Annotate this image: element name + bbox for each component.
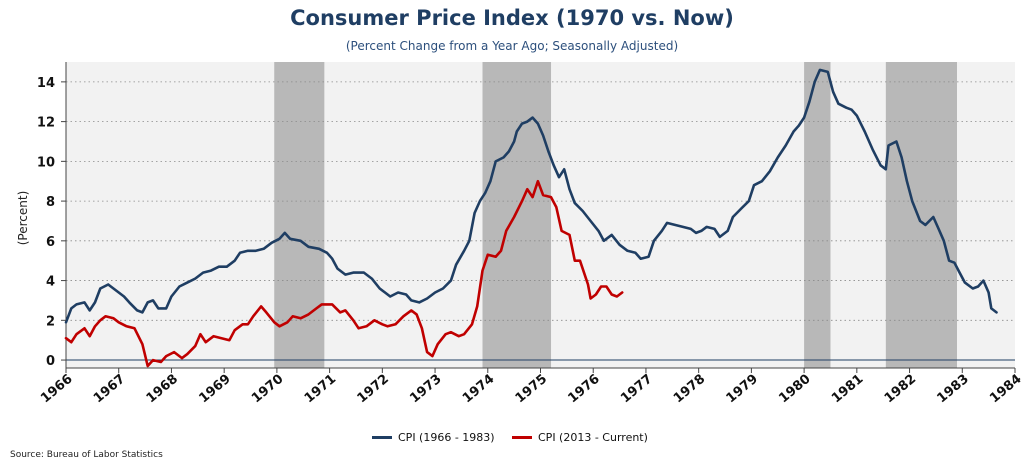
y-tick-label: 12 [37,116,55,131]
x-tick-label: 1970 [249,372,286,407]
x-tick-label: 1975 [513,372,550,407]
x-tick-label: 1979 [724,372,761,407]
legend-label: CPI (1966 - 1983) [398,431,495,444]
y-tick-label: 10 [37,155,55,170]
source-note: Source: Bureau of Labor Statistics [10,450,163,460]
recession-band [885,62,958,368]
series-line [64,179,624,368]
series-line [64,68,998,324]
x-tick-label: 1972 [355,372,392,407]
x-tick-label: 1984 [987,372,1024,407]
chart-title: Consumer Price Index (1970 vs. Now) [290,6,734,30]
x-tick-label: 1971 [302,372,339,407]
legend-swatch [372,436,392,439]
recession-band [482,62,552,368]
y-tick-label: 8 [46,195,55,210]
legend-label: CPI (2013 - Current) [538,431,648,444]
x-tick-label: 1978 [671,372,708,407]
x-tick-label: 1982 [882,372,919,407]
x-tick-label: 1980 [776,372,813,407]
legend-item-cpi-1966-1983: CPI (1966 - 1983) [372,431,495,444]
y-axis-label: (Percent) [16,191,30,246]
y-tick-label: 6 [46,235,55,250]
chart-subtitle: (Percent Change from a Year Ago; Seasona… [345,39,679,53]
x-tick-label: 1974 [460,372,497,407]
x-tick-label: 1969 [196,372,233,407]
x-tick-label: 1981 [829,372,866,407]
recession-band [274,62,325,368]
x-tick-label: 1967 [91,372,128,407]
y-tick-label: 0 [46,354,55,369]
legend-item-cpi-2013-current: CPI (2013 - Current) [512,431,648,444]
x-tick-label: 1968 [144,372,181,407]
y-tick-label: 4 [46,275,55,290]
x-tick-label: 1973 [407,372,444,407]
x-tick-label: 1983 [934,372,971,407]
x-tick-label: 1977 [618,372,655,407]
recession-band [804,62,831,368]
x-tick-label: 1976 [565,372,602,407]
x-tick-label: 1966 [38,372,75,407]
legend-swatch [512,436,532,439]
y-tick-label: 14 [37,76,55,91]
y-tick-label: 2 [46,314,55,329]
